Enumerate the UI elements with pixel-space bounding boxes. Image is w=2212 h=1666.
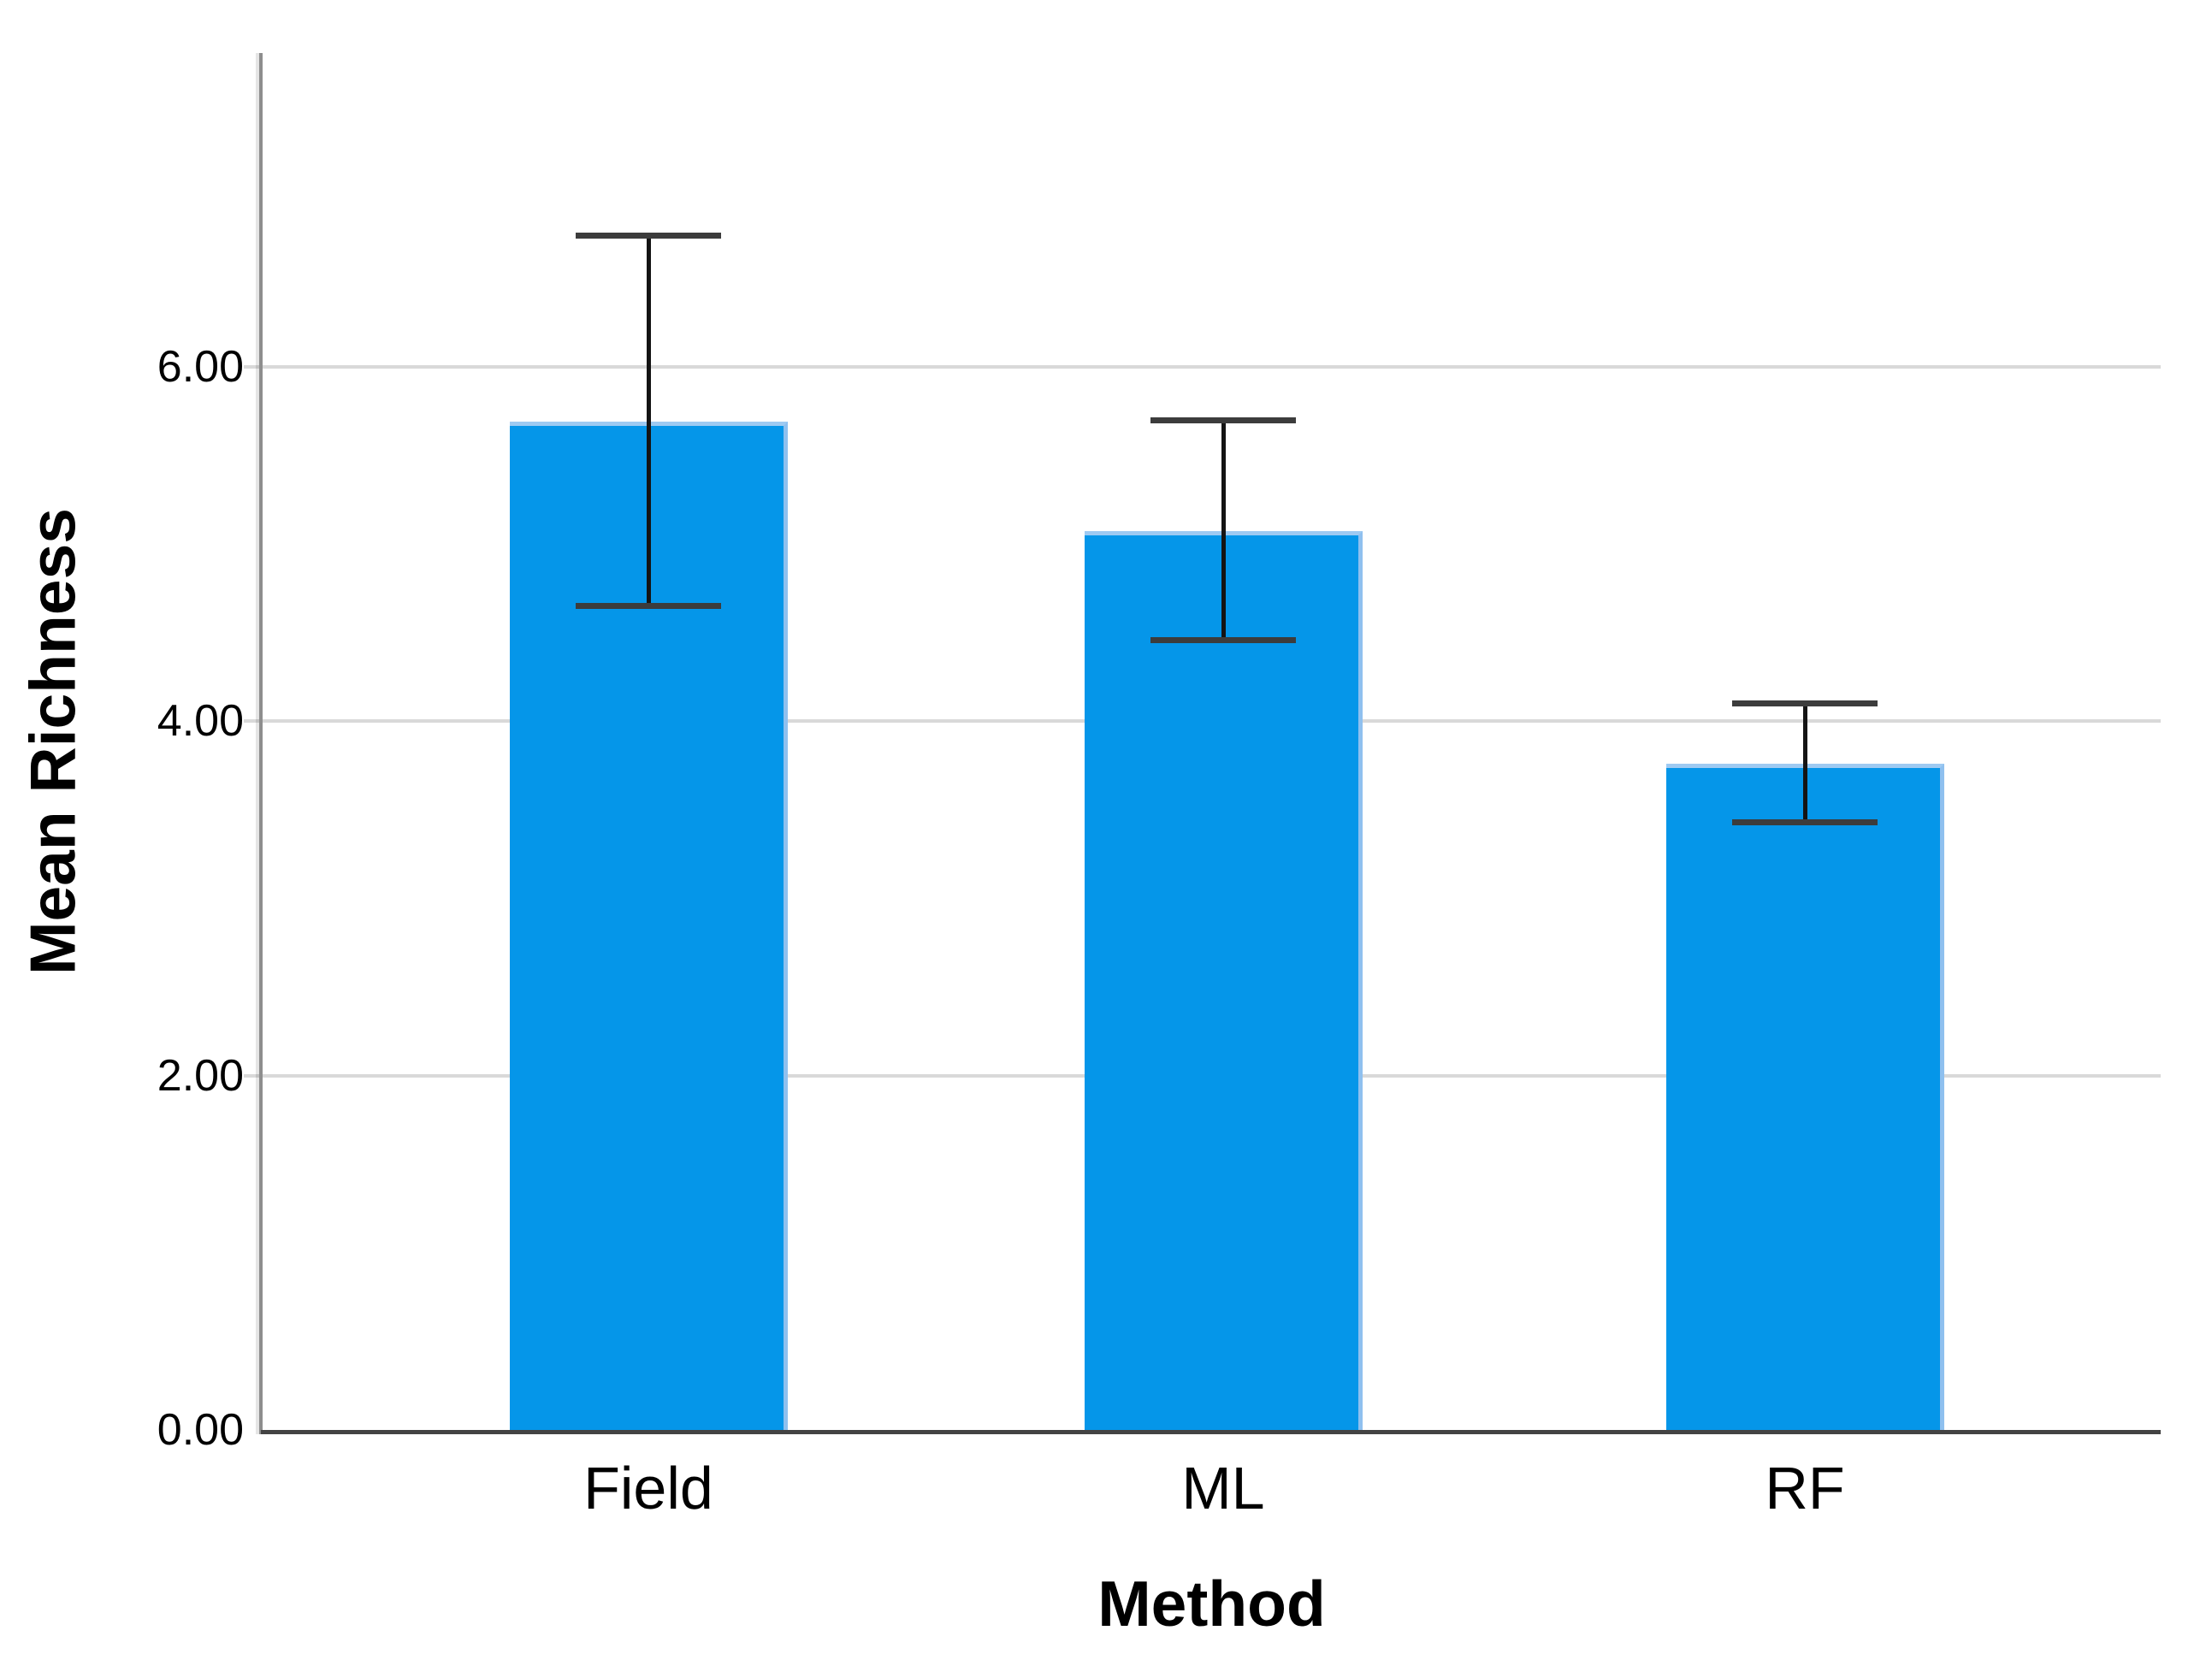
- x-tick-label: ML: [1181, 1455, 1265, 1521]
- y-tick-label: 2.00: [157, 1050, 244, 1101]
- error-bar-line: [1221, 419, 1226, 640]
- bar: [1665, 763, 1944, 1430]
- gridline: [263, 364, 2161, 369]
- y-tick-label: 4.00: [157, 696, 244, 747]
- error-bar-cap-top: [576, 233, 721, 239]
- y-tick-label: 0.00: [157, 1405, 244, 1455]
- y-tick-mark: [244, 364, 263, 369]
- x-tick-label: RF: [1765, 1455, 1845, 1521]
- error-bar-cap-top: [1150, 416, 1296, 423]
- x-axis-title: Method: [1097, 1568, 1326, 1639]
- y-axis-line: [259, 53, 263, 1434]
- x-tick-label: Field: [583, 1455, 713, 1521]
- y-tick-label: 6.00: [157, 341, 244, 392]
- error-bar-cap-bottom: [1732, 819, 1878, 826]
- bar: [509, 421, 788, 1430]
- x-axis-line: [261, 1430, 2161, 1434]
- error-bar-cap-top: [1732, 700, 1878, 707]
- y-tick-mark: [244, 1073, 263, 1078]
- error-bar-cap-bottom: [576, 603, 721, 610]
- y-tick-mark: [244, 719, 263, 724]
- error-bar-line: [646, 235, 651, 606]
- error-bar-cap-bottom: [1150, 636, 1296, 643]
- error-bar-line: [1802, 703, 1807, 823]
- bar: [1084, 531, 1363, 1430]
